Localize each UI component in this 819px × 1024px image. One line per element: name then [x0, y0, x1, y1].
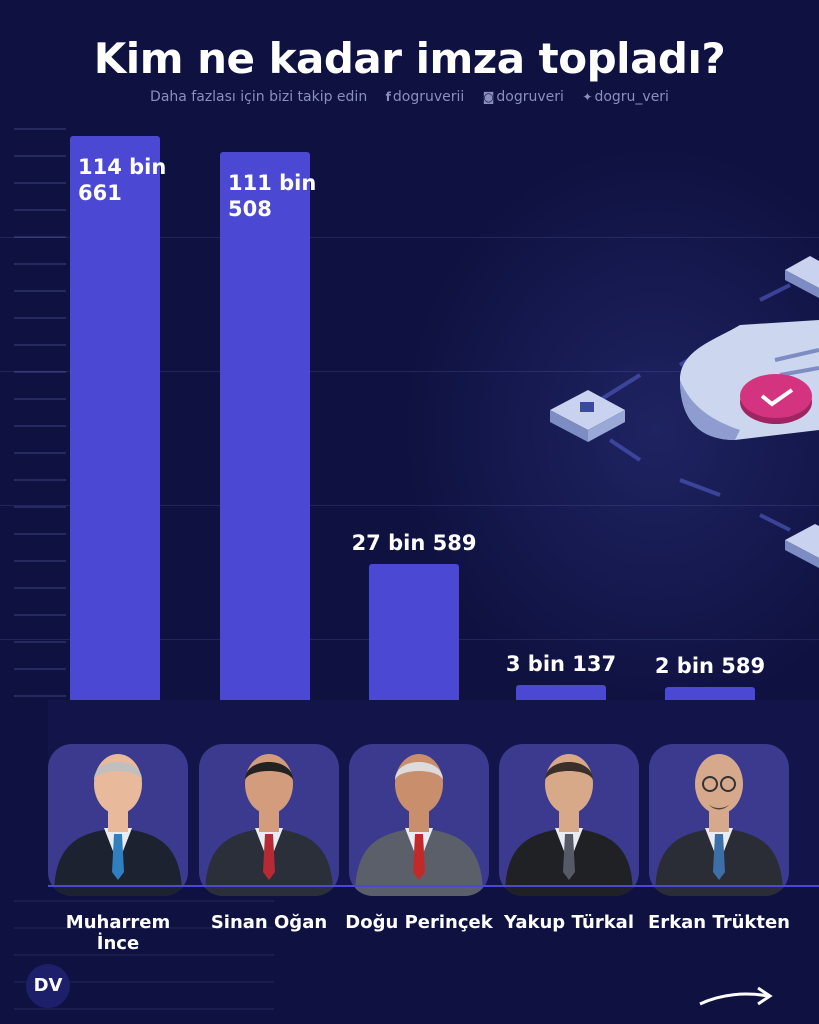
decorative-tick — [14, 927, 274, 929]
decorative-tick — [14, 560, 66, 562]
follow-text: Daha fazlası için bizi takip edin — [150, 89, 368, 105]
next-arrow-icon[interactable] — [696, 984, 776, 1010]
candidate-card — [649, 744, 789, 896]
decorative-tick — [14, 182, 66, 184]
decorative-tick — [14, 290, 66, 292]
candidate-portrait — [505, 754, 633, 896]
page-title: Kim ne kadar imza topladı? — [93, 34, 726, 83]
decorative-tick — [14, 344, 66, 346]
candidate-name: Sinan Oğan — [210, 912, 328, 933]
bar-value-line: 508 — [228, 196, 272, 221]
decorative-tick — [14, 900, 274, 902]
grid-line — [0, 237, 819, 238]
bar — [516, 684, 606, 700]
bar — [70, 136, 160, 700]
bar-value-line: 114 bin — [78, 155, 167, 180]
bar-value-line: 111 bin — [228, 170, 317, 195]
check-badge-icon — [740, 374, 812, 424]
decorative-tick — [14, 587, 66, 589]
bar-value-label: 111 bin 508 — [218, 170, 316, 222]
grid-line — [0, 371, 819, 372]
decorative-tick — [14, 155, 66, 157]
node-left — [550, 390, 625, 442]
bar-value-line: 2 bin 589 — [654, 654, 766, 679]
candidate-card — [199, 744, 339, 896]
bar — [220, 151, 310, 700]
bar — [665, 687, 755, 700]
decorative-tick — [14, 533, 66, 535]
decorative-tick — [14, 236, 66, 238]
twitter-icon: ✦ — [582, 90, 593, 104]
decorative-tick — [14, 641, 66, 643]
decorative-tick — [14, 614, 66, 616]
candidate-name: Erkan Trükten — [648, 912, 790, 933]
decorative-tick — [14, 1008, 274, 1010]
decorative-tick — [14, 981, 274, 983]
candidate-card — [499, 744, 639, 896]
candidate-portrait — [655, 754, 783, 896]
candidate-portrait — [205, 754, 333, 896]
bar — [369, 564, 459, 700]
facebook-icon: f — [385, 90, 391, 104]
bar-value-line: 27 bin 589 — [351, 531, 477, 556]
bar-value-line: 3 bin 137 — [505, 651, 617, 676]
bar-value-line: 661 — [78, 181, 122, 206]
candidate-portrait — [355, 754, 483, 896]
candidate-portrait — [54, 754, 182, 896]
decorative-tick — [14, 668, 66, 670]
node-bottom-right — [785, 524, 819, 568]
decorative-tick — [14, 209, 66, 211]
candidate-card — [48, 744, 188, 896]
decorative-tick — [14, 695, 66, 697]
decorative-tick — [14, 506, 66, 508]
facebook-handle[interactable]: f dogruverii — [385, 89, 465, 105]
decorative-tick — [14, 371, 66, 373]
decorative-tick — [14, 452, 66, 454]
node-top-right — [785, 256, 819, 298]
bar-value-label: 114 bin 661 — [68, 154, 166, 206]
decorative-tick — [14, 425, 66, 427]
candidate-name: Doğu Perinçek — [345, 912, 493, 933]
decorative-tick — [14, 954, 274, 956]
social-line: Daha fazlası için bizi takip edin f dogru… — [0, 89, 819, 105]
instagram-icon: ◙ — [482, 90, 495, 104]
decorative-tick — [14, 263, 66, 265]
decorative-tick — [14, 479, 66, 481]
bar-value-label: 2 bin 589 — [635, 653, 785, 679]
decorative-tick — [14, 128, 66, 130]
twitter-handle[interactable]: ✦ dogru_veri — [582, 89, 669, 105]
bar-value-label: 3 bin 137 — [486, 651, 636, 677]
grid-line — [0, 505, 819, 506]
candidate-card — [349, 744, 489, 896]
chart-baseline — [48, 885, 819, 887]
candidate-name: Yakup Türkal — [503, 912, 634, 933]
instagram-handle[interactable]: ◙ dogruveri — [482, 89, 564, 105]
decorative-tick — [14, 317, 66, 319]
document-check-illustration — [550, 256, 819, 568]
dv-logo: DV — [26, 964, 70, 1008]
candidate-name: Muharrem İnce — [65, 912, 171, 954]
bar-value-label: 27 bin 589 — [339, 530, 489, 556]
decorative-tick — [14, 398, 66, 400]
